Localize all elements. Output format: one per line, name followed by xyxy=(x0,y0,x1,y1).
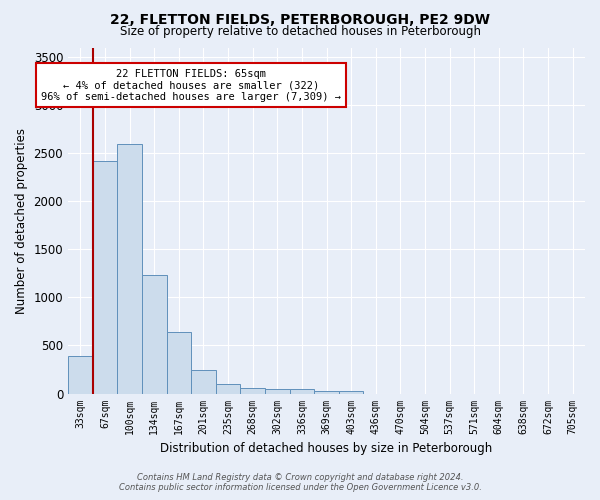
X-axis label: Distribution of detached houses by size in Peterborough: Distribution of detached houses by size … xyxy=(160,442,493,455)
Text: Contains HM Land Registry data © Crown copyright and database right 2024.
Contai: Contains HM Land Registry data © Crown c… xyxy=(119,473,481,492)
Text: 22, FLETTON FIELDS, PETERBOROUGH, PE2 9DW: 22, FLETTON FIELDS, PETERBOROUGH, PE2 9D… xyxy=(110,12,490,26)
Bar xyxy=(167,332,191,394)
Bar xyxy=(216,384,241,394)
Bar xyxy=(339,390,364,394)
Bar xyxy=(191,370,216,394)
Bar xyxy=(68,356,92,394)
Bar xyxy=(241,388,265,394)
Bar xyxy=(265,388,290,394)
Bar xyxy=(314,390,339,394)
Bar xyxy=(92,161,117,394)
Text: 22 FLETTON FIELDS: 65sqm
← 4% of detached houses are smaller (322)
96% of semi-d: 22 FLETTON FIELDS: 65sqm ← 4% of detache… xyxy=(41,68,341,102)
Bar xyxy=(290,388,314,394)
Bar xyxy=(117,144,142,394)
Y-axis label: Number of detached properties: Number of detached properties xyxy=(15,128,28,314)
Bar xyxy=(142,276,167,394)
Text: Size of property relative to detached houses in Peterborough: Size of property relative to detached ho… xyxy=(119,25,481,38)
